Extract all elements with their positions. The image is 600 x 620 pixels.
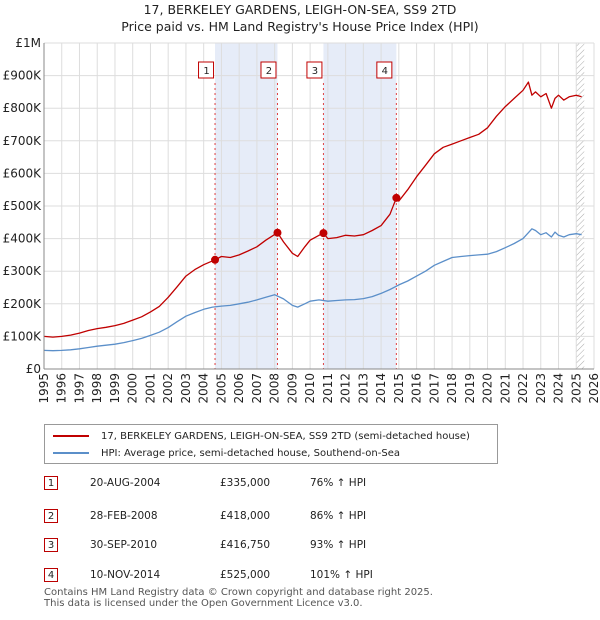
x-tick-label: 2013	[356, 373, 370, 404]
x-tick-label: 2000	[126, 373, 140, 404]
y-tick-label: £600K	[3, 166, 43, 180]
sale-hpi-change: 86% ↑ HPI	[310, 510, 367, 522]
sale-row: 2 28-FEB-2008 £418,000 86% ↑ HPI	[44, 507, 366, 525]
x-tick-label: 2012	[339, 373, 353, 404]
sale-marker-label: 1	[198, 61, 215, 79]
x-tick-label: 2010	[303, 373, 317, 404]
y-tick-label: £800K	[3, 101, 43, 115]
sale-hpi-change: 76% ↑ HPI	[310, 477, 367, 489]
x-tick-label: 2015	[392, 373, 406, 404]
sale-date: 28-FEB-2008	[90, 510, 158, 522]
footer-copyright: Contains HM Land Registry data © Crown c…	[44, 587, 433, 598]
y-tick-label: £700K	[3, 134, 43, 148]
x-tick-label: 2019	[463, 373, 477, 404]
sale-row: 1 20-AUG-2004 £335,000 76% ↑ HPI	[44, 474, 366, 492]
sale-marker-box	[260, 61, 277, 79]
x-tick-label: 2007	[250, 373, 264, 404]
y-tick-label: £500K	[3, 199, 43, 213]
sale-hpi-change: 101% ↑ HPI	[310, 569, 373, 581]
x-tick-label: 1996	[55, 373, 69, 404]
sale-price: £335,000	[220, 477, 271, 489]
x-tick-label: 2023	[534, 373, 548, 404]
sale-marker: 3	[44, 538, 58, 552]
sale-price: £525,000	[220, 569, 271, 581]
y-tick-label: £300K	[3, 264, 43, 278]
y-tick-label: £100K	[3, 329, 43, 343]
legend-item-property: 17, BERKELEY GARDENS, LEIGH-ON-SEA, SS9 …	[53, 428, 470, 444]
sale-point	[392, 193, 401, 202]
sale-marker-label: 4	[376, 61, 393, 79]
x-tick-label: 2020	[481, 373, 495, 404]
sale-marker-number: 3	[312, 66, 318, 77]
x-tick-label: 1995	[37, 373, 51, 404]
legend: 17, BERKELEY GARDENS, LEIGH-ON-SEA, SS9 …	[44, 424, 498, 464]
sale-hpi-change: 93% ↑ HPI	[310, 539, 367, 551]
x-tick-label: 1998	[90, 373, 104, 404]
price-chart: 17, BERKELEY GARDENS, LEIGH-ON-SEA, SS9 …	[3, 2, 600, 404]
sale-price: £416,750	[220, 539, 271, 551]
property-price-line	[43, 81, 582, 338]
y-tick-label: £900K	[3, 69, 43, 83]
legend-label-property: 17, BERKELEY GARDENS, LEIGH-ON-SEA, SS9 …	[101, 430, 470, 442]
x-tick-label: 2005	[214, 373, 228, 404]
x-tick-label: 2006	[232, 373, 246, 404]
sale-marker: 1	[44, 476, 58, 490]
y-tick-label: £200K	[3, 297, 43, 311]
sale-point	[273, 228, 282, 237]
x-tick-label: 2011	[321, 373, 335, 404]
hpi-line	[43, 228, 582, 352]
x-tick-label: 1999	[108, 373, 122, 404]
x-tick-label: 2003	[179, 373, 193, 404]
x-tick-label: 2026	[587, 373, 600, 404]
x-tick-label: 2008	[268, 373, 282, 404]
legend-swatch-property	[53, 435, 89, 437]
legend-swatch-hpi	[53, 452, 89, 454]
chart-subtitle: Price paid vs. HM Land Registry's House …	[121, 19, 478, 34]
x-tick-label: 2001	[143, 373, 157, 404]
sale-marker-number: 4	[382, 66, 388, 77]
sale-marker-label: 3	[306, 61, 323, 79]
y-tick-label: £400K	[3, 232, 43, 246]
sale-marker-number: 1	[203, 66, 209, 77]
x-tick-label: 2022	[516, 373, 530, 404]
x-tick-label: 2016	[410, 373, 424, 404]
sale-marker-box	[306, 61, 323, 79]
x-tick-label: 2017	[427, 373, 441, 404]
legend-label-hpi: HPI: Average price, semi-detached house,…	[101, 447, 400, 459]
sale-marker-box	[198, 61, 215, 79]
sale-date: 20-AUG-2004	[90, 477, 161, 489]
sale-marker-label: 2	[260, 61, 277, 79]
sale-marker: 4	[44, 568, 58, 582]
x-tick-label: 2024	[552, 373, 566, 404]
x-tick-label: 2009	[285, 373, 299, 404]
chart-title: 17, BERKELEY GARDENS, LEIGH-ON-SEA, SS9 …	[144, 2, 457, 17]
sale-point	[319, 229, 328, 238]
x-tick-label: 2004	[197, 373, 211, 404]
legend-item-hpi: HPI: Average price, semi-detached house,…	[53, 445, 400, 461]
sale-row: 4 10-NOV-2014 £525,000 101% ↑ HPI	[44, 566, 373, 584]
x-tick-label: 2014	[374, 373, 388, 404]
y-tick-label: £0	[26, 362, 41, 376]
footer: Contains HM Land Registry data © Crown c…	[44, 587, 433, 609]
x-tick-label: 2025	[569, 373, 583, 404]
x-tick-label: 1997	[72, 373, 86, 404]
x-tick-label: 2018	[445, 373, 459, 404]
sale-marker-number: 2	[266, 66, 272, 77]
y-tick-label: £1M	[15, 36, 41, 50]
x-tick-label: 2021	[498, 373, 512, 404]
sale-date: 30-SEP-2010	[90, 539, 158, 551]
sale-point	[211, 255, 220, 264]
sale-price: £418,000	[220, 510, 271, 522]
sale-row: 3 30-SEP-2010 £416,750 93% ↑ HPI	[44, 536, 366, 554]
sale-marker: 2	[44, 509, 58, 523]
x-tick-label: 2002	[161, 373, 175, 404]
sale-date: 10-NOV-2014	[90, 569, 161, 581]
footer-licence: This data is licensed under the Open Gov…	[44, 598, 363, 609]
sale-marker-box	[376, 61, 393, 79]
